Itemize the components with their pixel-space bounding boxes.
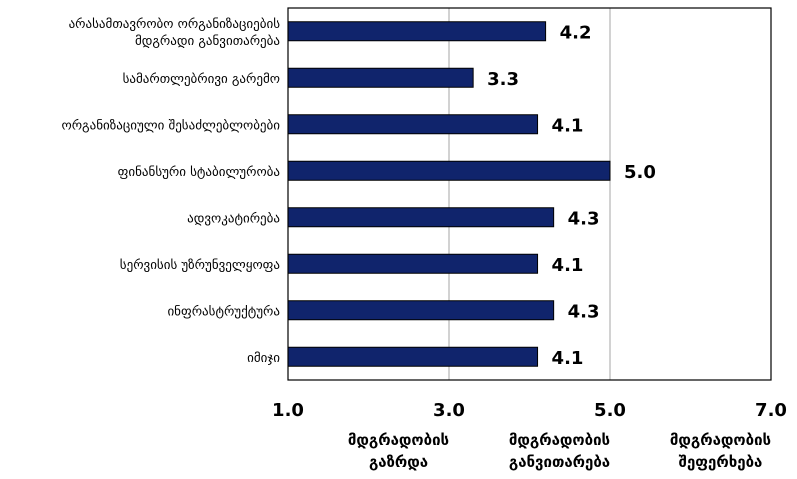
band-label-1: მდგრადობის განვითარება xyxy=(509,431,610,471)
plot-area-border xyxy=(287,7,772,381)
value-label-6: 4.3 xyxy=(568,301,600,322)
band-label-2: მდგრადობის შეფერხება xyxy=(670,431,771,471)
category-label-1: სამართლებრივი გარემო xyxy=(123,72,280,87)
x-tick-label-2: 5.0 xyxy=(594,400,626,421)
x-tick-label-1: 3.0 xyxy=(433,400,465,421)
bar-3 xyxy=(287,160,611,181)
category-label-7: იმიჯი xyxy=(247,351,280,366)
category-labels: არასამთავრობო ორგანიზაციების მდგრადი განვ… xyxy=(61,17,280,366)
band-label-0: მდგრადობის გაზრდა xyxy=(348,431,449,471)
category-label-4: ადვოკატირება xyxy=(187,211,280,226)
value-label-2: 4.1 xyxy=(552,115,584,136)
value-label-3: 5.0 xyxy=(624,162,656,183)
category-label-5: სერვისის უზრუნველყოფა xyxy=(120,258,280,273)
x-tick-label-0: 1.0 xyxy=(272,400,304,421)
bar-7 xyxy=(287,346,539,367)
value-label-0: 4.2 xyxy=(560,22,592,43)
bar-2 xyxy=(287,114,539,135)
x-axis-tick-labels: 1.0 3.0 5.0 7.0 xyxy=(272,400,787,421)
value-label-1: 3.3 xyxy=(487,69,519,90)
category-label-0: არასამთავრობო ორგანიზაციების მდგრადი განვ… xyxy=(69,17,281,49)
x-tick-label-3: 7.0 xyxy=(755,400,787,421)
value-labels: 4.2 3.3 4.1 5.0 4.3 4.1 4.3 4.1 xyxy=(487,22,656,369)
bar-5 xyxy=(287,253,539,274)
bar-1 xyxy=(287,67,474,88)
bar-4 xyxy=(287,207,555,228)
value-label-4: 4.3 xyxy=(568,208,600,229)
bar-6 xyxy=(287,300,555,321)
value-label-5: 4.1 xyxy=(552,255,584,276)
bar-0 xyxy=(287,21,547,42)
value-label-7: 4.1 xyxy=(552,348,584,369)
bars xyxy=(287,21,611,367)
category-label-6: ინფრასტრუქტურა xyxy=(167,304,280,319)
category-label-3: ფინანსური სტაბილურობა xyxy=(118,165,280,180)
x-axis-band-labels: მდგრადობის გაზრდა მდგრადობის განვითარება მდგ… xyxy=(348,431,771,471)
gridlines xyxy=(448,8,611,380)
category-label-2: ორგანიზაციული შესაძლებლობები xyxy=(61,118,280,133)
